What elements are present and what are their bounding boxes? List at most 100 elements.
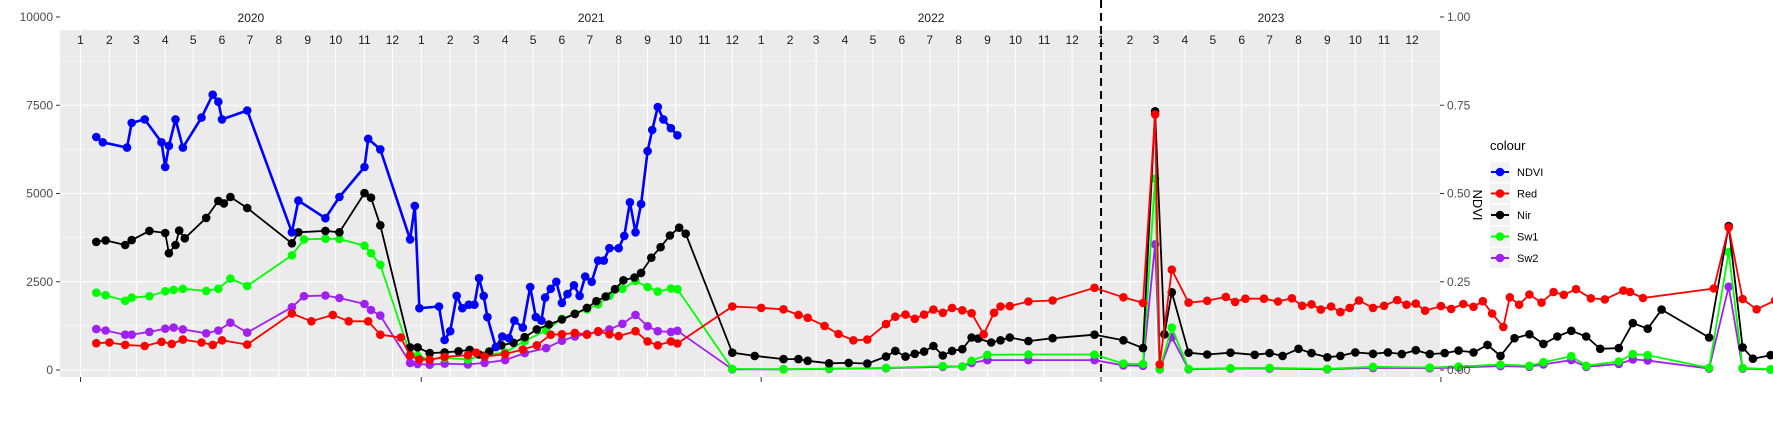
data-point (440, 335, 449, 345)
data-point (983, 350, 992, 360)
data-point (557, 336, 567, 346)
data-point (174, 226, 184, 235)
data-point (605, 330, 614, 339)
data-point (620, 231, 629, 241)
data-point (1539, 357, 1548, 367)
month-label: 8 (275, 33, 282, 47)
data-point (1525, 330, 1534, 339)
data-point (834, 329, 843, 339)
data-point (491, 342, 501, 352)
data-point (1368, 303, 1378, 313)
data-point (525, 282, 535, 292)
data-point (1628, 318, 1638, 328)
month-label: 9 (644, 33, 651, 47)
data-point (366, 305, 376, 315)
month-label: 10 (669, 33, 683, 47)
y2-tick-label: 0.25 (1447, 275, 1471, 289)
data-point (779, 305, 788, 314)
month-label: 10 (1349, 33, 1363, 47)
data-point (1454, 346, 1463, 355)
data-point (169, 323, 178, 332)
data-point (779, 365, 788, 374)
data-point (178, 284, 188, 294)
data-point (445, 326, 455, 336)
data-point (1287, 294, 1297, 303)
data-point (647, 125, 657, 135)
data-point (140, 115, 149, 124)
data-point (160, 287, 170, 296)
month-label: 11 (1038, 33, 1051, 47)
data-point (1294, 344, 1303, 354)
data-point (405, 235, 415, 244)
data-point (938, 351, 948, 360)
data-point (643, 146, 652, 156)
data-point (1323, 353, 1332, 362)
data-point (479, 291, 489, 301)
data-point (557, 330, 567, 339)
data-point (1326, 302, 1336, 311)
month-label: 9 (984, 33, 991, 47)
data-point (582, 303, 592, 313)
data-point (328, 310, 338, 320)
data-point (1704, 333, 1714, 342)
data-point (910, 349, 920, 359)
data-point (618, 319, 627, 329)
data-point (1628, 349, 1638, 359)
month-label: 9 (1324, 33, 1331, 47)
series-ndvi (92, 90, 682, 352)
data-point (410, 201, 420, 211)
data-point (643, 321, 652, 331)
data-point (299, 291, 309, 301)
month-label: 6 (898, 33, 905, 47)
data-point (335, 228, 344, 237)
y-tick-label: 7500 (26, 98, 53, 112)
data-point (1316, 305, 1326, 314)
data-point (1119, 293, 1128, 302)
month-label: 11 (698, 33, 711, 47)
data-point (307, 317, 316, 326)
data-point (557, 298, 567, 308)
legend-entry: NDVI (1517, 167, 1543, 179)
legend-key-point (1495, 210, 1505, 220)
month-label: 10 (1009, 33, 1023, 47)
data-point (546, 330, 555, 340)
data-point (160, 324, 170, 334)
data-point (376, 145, 385, 154)
data-point (563, 289, 572, 299)
data-point (1657, 305, 1666, 314)
data-point (376, 260, 385, 270)
month-label: 7 (926, 33, 933, 47)
data-point (1119, 336, 1128, 345)
data-point (335, 192, 344, 202)
data-point (92, 324, 101, 334)
data-point (653, 341, 663, 350)
data-point (958, 362, 967, 371)
data-point (891, 346, 900, 356)
data-point (614, 331, 623, 341)
data-point (242, 328, 252, 337)
data-point (498, 332, 507, 341)
data-point (171, 115, 180, 124)
data-point (1090, 283, 1099, 293)
data-point (666, 327, 676, 337)
data-point (803, 356, 812, 366)
data-point (122, 143, 132, 152)
data-point (480, 358, 489, 368)
data-point (120, 240, 130, 250)
data-point (967, 333, 976, 342)
data-point (510, 316, 519, 325)
data-point (1150, 110, 1160, 119)
data-point (532, 325, 542, 334)
data-point (938, 361, 948, 371)
data-point (901, 310, 910, 319)
data-point (601, 292, 610, 301)
data-point (1184, 364, 1193, 374)
data-point (98, 138, 108, 147)
data-point (127, 293, 136, 302)
data-point (242, 203, 252, 213)
data-point (1483, 340, 1492, 350)
data-point (415, 303, 424, 313)
month-label: 1 (77, 33, 84, 47)
y-tick-label: 0 (46, 363, 53, 377)
